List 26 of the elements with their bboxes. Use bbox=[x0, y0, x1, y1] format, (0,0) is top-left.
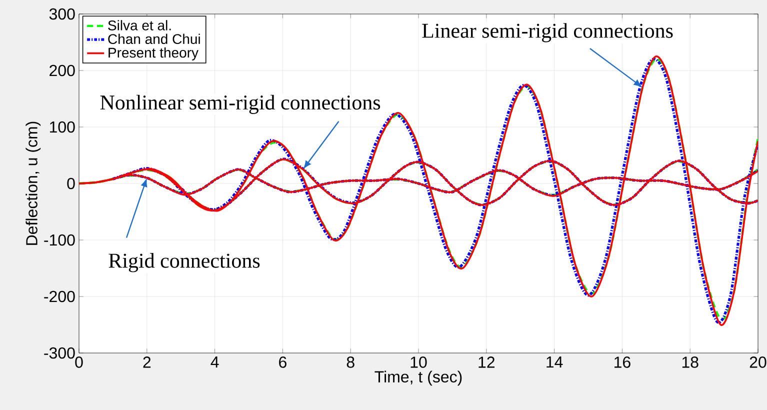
annotation: Nonlinear semi-rigid connections bbox=[100, 94, 380, 114]
x-tick-label: 16 bbox=[614, 356, 630, 368]
y-tick-label: -300 bbox=[44, 347, 75, 359]
x-tick-label: 20 bbox=[750, 356, 766, 368]
y-tick-label: 300 bbox=[49, 8, 75, 20]
x-tick-label: 0 bbox=[75, 356, 83, 368]
y-axis-title: Deflection, u (cm) bbox=[26, 122, 41, 245]
x-axis-title: Time, t (sec) bbox=[374, 370, 462, 386]
x-tick-label: 4 bbox=[210, 356, 219, 368]
legend-label: Chan and Chui bbox=[108, 34, 200, 44]
y-tick-label: -200 bbox=[44, 290, 75, 302]
x-tick-label: 12 bbox=[478, 356, 494, 368]
y-tick-label: 0 bbox=[67, 178, 75, 190]
x-tick-label: 2 bbox=[143, 356, 151, 368]
legend-label: Silva et al. bbox=[108, 20, 171, 30]
y-tick-label: -100 bbox=[44, 234, 75, 246]
x-tick-label: 18 bbox=[682, 356, 698, 368]
y-tick-label: 200 bbox=[50, 64, 75, 76]
x-tick-label: 14 bbox=[546, 356, 563, 368]
y-tick-label: 100 bbox=[50, 121, 75, 133]
legend-label: Present theory bbox=[108, 47, 198, 60]
x-tick-label: 6 bbox=[279, 356, 286, 368]
x-tick-label: 8 bbox=[346, 356, 354, 368]
annotation: Linear semi-rigid connections bbox=[422, 23, 673, 42]
x-tick-label: 10 bbox=[410, 356, 427, 368]
annotation: Rigid connections bbox=[108, 253, 260, 272]
